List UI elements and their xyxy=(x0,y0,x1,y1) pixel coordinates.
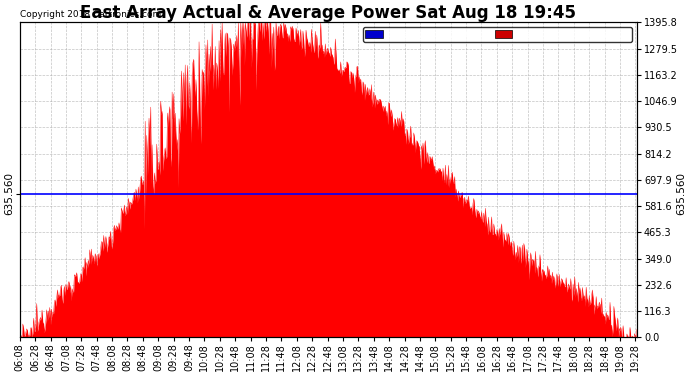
Legend: Average  (DC Watts), East Array  (DC Watts): Average (DC Watts), East Array (DC Watts… xyxy=(363,27,632,42)
Text: 635.560: 635.560 xyxy=(676,172,686,215)
Title: East Array Actual & Average Power Sat Aug 18 19:45: East Array Actual & Average Power Sat Au… xyxy=(80,4,576,22)
Text: Copyright 2018 Cartronics.com: Copyright 2018 Cartronics.com xyxy=(20,10,161,19)
